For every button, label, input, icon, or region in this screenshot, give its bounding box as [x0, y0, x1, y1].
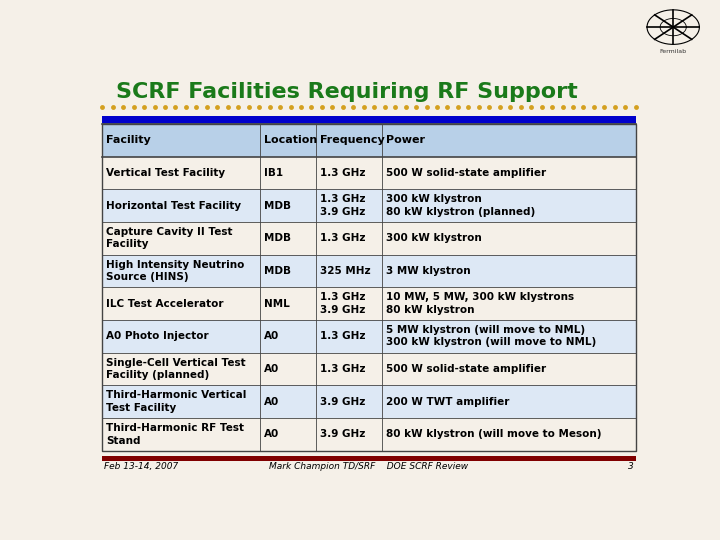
- Text: 325 MHz: 325 MHz: [320, 266, 370, 276]
- Text: 1.3 GHz: 1.3 GHz: [320, 292, 365, 302]
- Bar: [102, 353, 636, 386]
- Text: 80 kW klystron (will move to Meson): 80 kW klystron (will move to Meson): [386, 429, 602, 440]
- Bar: [102, 418, 636, 451]
- Text: 1.3 GHz: 1.3 GHz: [320, 331, 365, 341]
- Text: Facility: Facility: [106, 239, 149, 249]
- Bar: [102, 116, 636, 123]
- Text: 80 kW klystron (planned): 80 kW klystron (planned): [386, 207, 536, 217]
- Text: Capture Cavity II Test: Capture Cavity II Test: [106, 227, 233, 237]
- Text: 80 kW klystron: 80 kW klystron: [386, 305, 474, 315]
- Bar: [102, 386, 636, 418]
- Bar: [102, 254, 636, 287]
- Text: Mark Champion TD/SRF    DOE SCRF Review: Mark Champion TD/SRF DOE SCRF Review: [269, 462, 469, 471]
- Bar: [102, 157, 636, 189]
- Bar: [102, 124, 636, 125]
- Bar: [102, 222, 636, 254]
- Text: A0: A0: [264, 429, 279, 440]
- Text: 5 MW klystron (will move to NML): 5 MW klystron (will move to NML): [386, 325, 585, 335]
- Text: Facility: Facility: [106, 135, 151, 145]
- Text: Fermilab: Fermilab: [660, 49, 687, 53]
- Bar: [102, 124, 636, 451]
- Text: 1.3 GHz: 1.3 GHz: [320, 168, 365, 178]
- Text: Horizontal Test Facility: Horizontal Test Facility: [106, 200, 241, 211]
- Text: 1.3 GHz: 1.3 GHz: [320, 194, 365, 204]
- Text: Stand: Stand: [106, 436, 140, 446]
- Text: 300 kW klystron: 300 kW klystron: [386, 233, 482, 243]
- Text: Test Facility: Test Facility: [106, 403, 176, 413]
- Text: SCRF Facilities Requiring RF Support: SCRF Facilities Requiring RF Support: [116, 82, 577, 102]
- Text: 3.9 GHz: 3.9 GHz: [320, 207, 365, 217]
- Text: 3.9 GHz: 3.9 GHz: [320, 429, 365, 440]
- Text: 300 kW klystron (will move to NML): 300 kW klystron (will move to NML): [386, 338, 596, 347]
- Text: Single-Cell Vertical Test: Single-Cell Vertical Test: [106, 357, 246, 368]
- Text: 3.9 GHz: 3.9 GHz: [320, 397, 365, 407]
- Text: A0: A0: [264, 397, 279, 407]
- Bar: [102, 124, 636, 157]
- Text: Facility (planned): Facility (planned): [106, 370, 210, 380]
- Text: ILC Test Accelerator: ILC Test Accelerator: [106, 299, 224, 308]
- Bar: [102, 189, 636, 222]
- Text: MDB: MDB: [264, 266, 291, 276]
- Text: MDB: MDB: [264, 200, 291, 211]
- Text: Third-Harmonic RF Test: Third-Harmonic RF Test: [106, 423, 244, 433]
- Bar: [102, 456, 636, 462]
- Text: 10 MW, 5 MW, 300 kW klystrons: 10 MW, 5 MW, 300 kW klystrons: [386, 292, 575, 302]
- Text: 500 W solid-state amplifier: 500 W solid-state amplifier: [386, 168, 546, 178]
- Text: NML: NML: [264, 299, 289, 308]
- Text: 1.3 GHz: 1.3 GHz: [320, 364, 365, 374]
- Text: 300 kW klystron: 300 kW klystron: [386, 194, 482, 204]
- Text: Power: Power: [386, 135, 426, 145]
- Text: 3: 3: [629, 462, 634, 471]
- Text: IB1: IB1: [264, 168, 283, 178]
- Text: 1.3 GHz: 1.3 GHz: [320, 233, 365, 243]
- Text: Frequency: Frequency: [320, 135, 384, 145]
- Text: Vertical Test Facility: Vertical Test Facility: [106, 168, 225, 178]
- Text: MDB: MDB: [264, 233, 291, 243]
- Text: Feb 13-14, 2007: Feb 13-14, 2007: [104, 462, 179, 471]
- Text: Third-Harmonic Vertical: Third-Harmonic Vertical: [106, 390, 246, 401]
- Text: 500 W solid-state amplifier: 500 W solid-state amplifier: [386, 364, 546, 374]
- Text: 200 W TWT amplifier: 200 W TWT amplifier: [386, 397, 510, 407]
- Text: A0: A0: [264, 364, 279, 374]
- Text: A0: A0: [264, 331, 279, 341]
- Text: 3.9 GHz: 3.9 GHz: [320, 305, 365, 315]
- Bar: [102, 287, 636, 320]
- Text: Location: Location: [264, 135, 317, 145]
- Text: A0 Photo Injector: A0 Photo Injector: [106, 331, 209, 341]
- Bar: [102, 320, 636, 353]
- Text: Source (HINS): Source (HINS): [106, 272, 189, 282]
- Text: 3 MW klystron: 3 MW klystron: [386, 266, 471, 276]
- Text: High Intensity Neutrino: High Intensity Neutrino: [106, 260, 245, 269]
